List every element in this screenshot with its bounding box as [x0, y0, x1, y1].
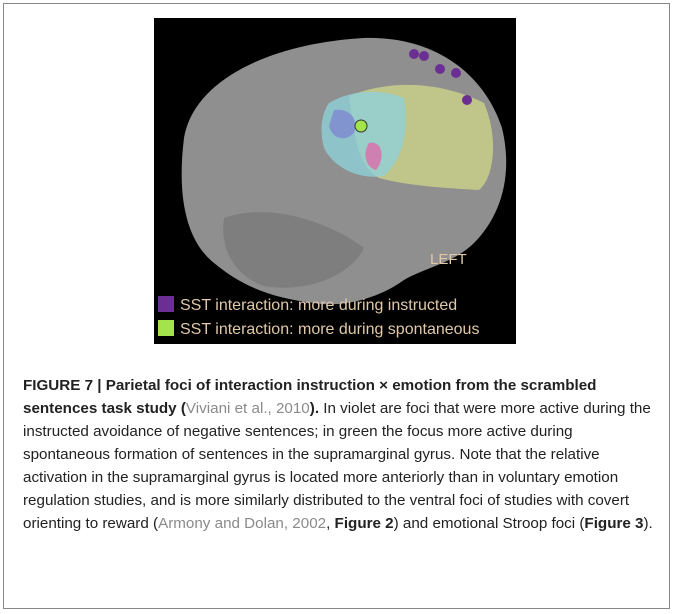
caption-bold: Figure 3 — [584, 515, 644, 532]
temporal-lobe — [223, 212, 364, 288]
hemisphere-label: LEFT — [430, 251, 467, 268]
legend-swatch — [158, 320, 174, 336]
caption-link[interactable]: Viviani et al., 2010 — [185, 400, 310, 417]
legend: SST interaction: more during instructed S… — [158, 296, 479, 338]
caption: FIGURE 7 | Parietal foci of interaction … — [23, 374, 663, 535]
pink-region — [365, 142, 382, 170]
caption-normal: , — [326, 515, 335, 532]
violet-foci — [409, 49, 472, 105]
caption-link[interactable]: Armony and Dolan, 2002 — [158, 515, 327, 532]
caption-bold: ). — [309, 400, 320, 417]
caption-normal: ). — [643, 515, 653, 532]
green-focus — [354, 119, 368, 133]
caption-normal: ) and emotional Stroop foci ( — [393, 515, 585, 532]
caption-bold: Figure 2 — [334, 515, 394, 532]
blue-region — [329, 109, 356, 139]
figure-frame: LEFT SST interaction: more during instru… — [3, 3, 670, 609]
legend-text: SST interaction: more during spontaneous — [180, 321, 479, 338]
legend-swatch — [158, 296, 174, 312]
caption-normal: In violet are foci that were more active… — [23, 400, 651, 532]
brain-image: LEFT SST interaction: more during instru… — [154, 18, 516, 344]
caption-bold: FIGURE 7 | Parietal foci of interaction … — [23, 377, 597, 417]
legend-text: SST interaction: more during instructed — [180, 297, 457, 314]
